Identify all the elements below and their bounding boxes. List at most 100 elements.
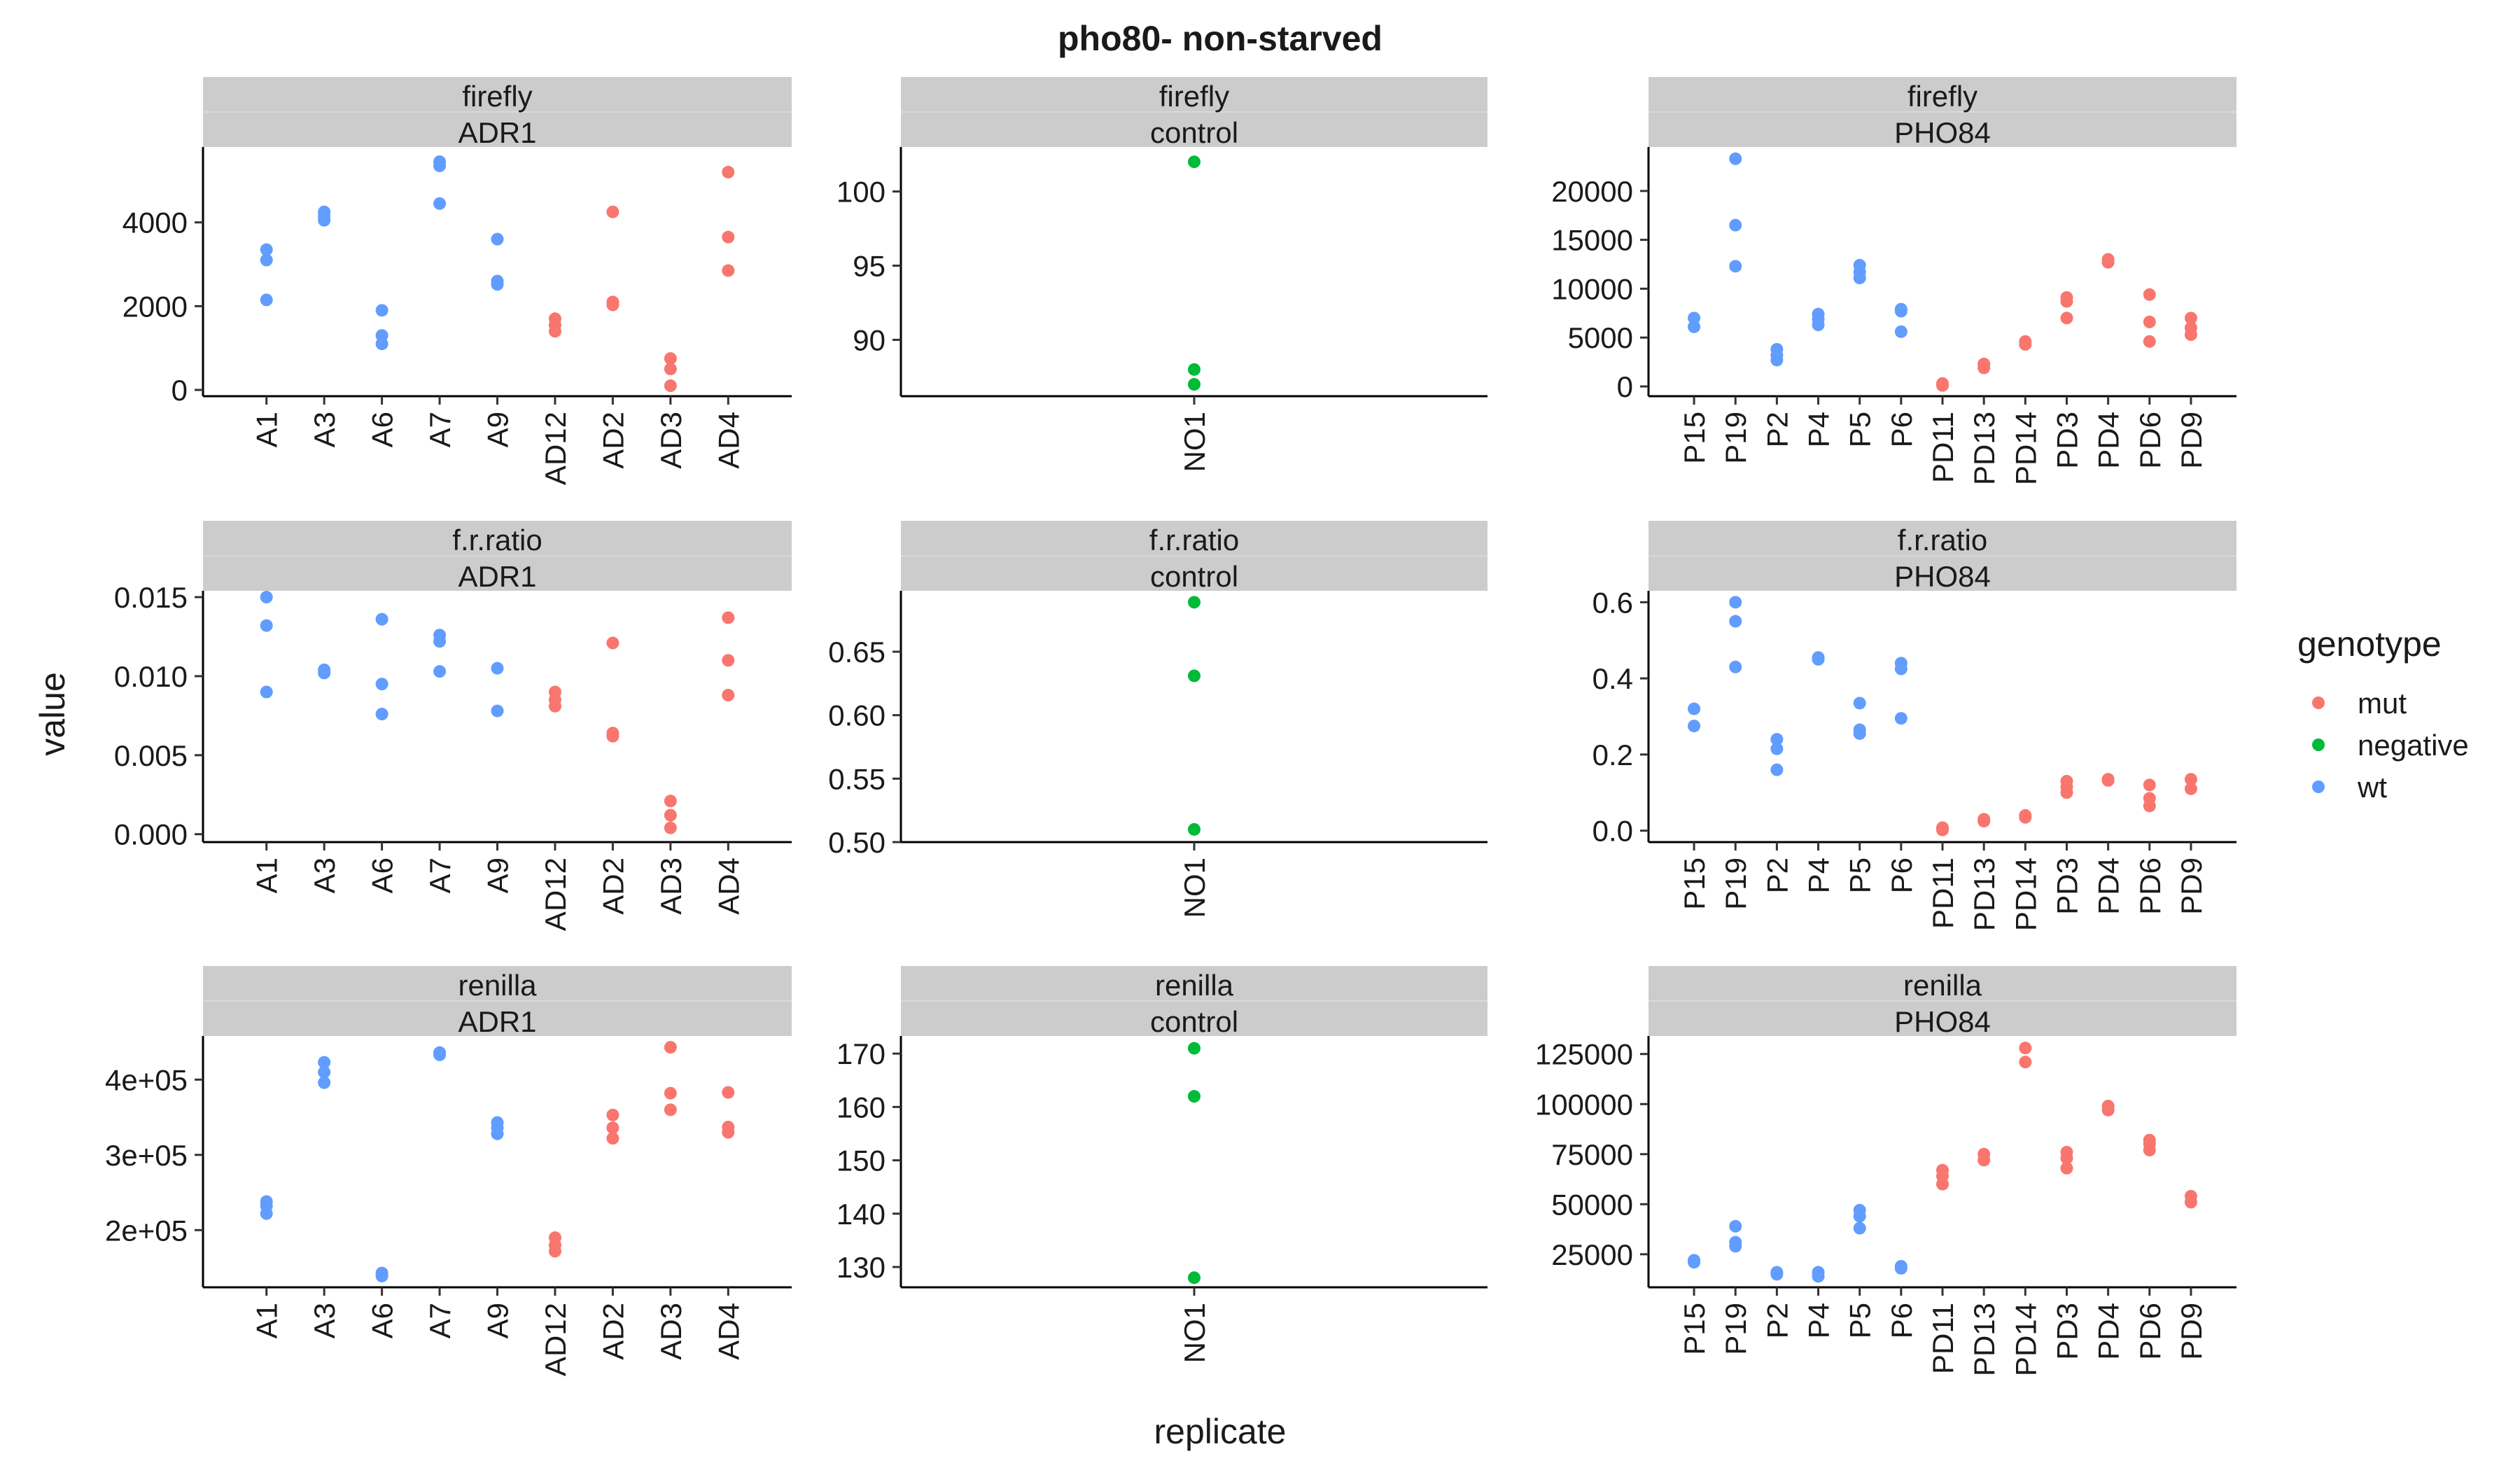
data-point	[433, 159, 447, 172]
x-tick-label: PD13	[1968, 858, 2001, 931]
y-tick-label: 170	[836, 1037, 886, 1070]
data-point	[1729, 615, 1742, 628]
x-tick-label: AD3	[654, 858, 687, 915]
y-tick-label: 0.4	[1592, 662, 1633, 695]
x-tick-label: PD4	[2092, 858, 2125, 915]
y-tick-label: 0.65	[828, 636, 886, 668]
facet-strip-top-label: f.r.ratio	[452, 524, 542, 556]
data-point	[2019, 338, 2032, 351]
data-point	[260, 591, 273, 604]
facet-panel: f.r.ratio PHO84 0.0 0.2 0.4 0.6 P15 P19 P2 P4 P5 P6…	[1592, 521, 2236, 931]
x-tick-label: P4	[1802, 858, 1835, 893]
x-tick-label: P4	[1802, 412, 1835, 447]
y-tick-label: 100000	[1535, 1088, 1633, 1121]
facet-strip-top-label: f.r.ratio	[1898, 524, 1987, 556]
series-wt	[260, 1046, 504, 1282]
facet-strip-bottom-label: control	[1150, 560, 1238, 593]
y-tick-label: 125000	[1535, 1038, 1633, 1071]
x-tick-label: P5	[1844, 412, 1877, 447]
y-tick-label: 0.2	[1592, 738, 1633, 771]
x-tick-label: A1	[251, 858, 284, 893]
data-point	[2143, 778, 2156, 792]
series-mut	[1936, 1042, 2197, 1209]
data-point	[1853, 727, 1866, 740]
x-tick-label: P19	[1719, 412, 1752, 464]
data-point	[1688, 312, 1701, 325]
legend-item: mut	[2312, 687, 2407, 720]
data-point	[1977, 361, 1991, 374]
data-point	[260, 253, 273, 267]
facet-strip-top-label: firefly	[462, 80, 532, 113]
y-tick-label: 0.60	[828, 699, 886, 732]
data-point	[2060, 1152, 2073, 1165]
x-tick-label: A6	[366, 1303, 399, 1338]
series-wt	[1688, 596, 1907, 776]
data-point	[2143, 799, 2156, 813]
y-tick-label: 90	[853, 323, 886, 356]
data-point	[2101, 774, 2115, 787]
data-point	[1188, 378, 1200, 391]
data-point	[664, 808, 677, 822]
x-tick-label: PD6	[2134, 412, 2166, 469]
x-tick-label: A3	[308, 1303, 341, 1338]
x-tick-label: PD13	[1968, 1303, 2001, 1376]
x-tick-label: AD12	[539, 412, 572, 485]
data-point	[1936, 379, 1949, 392]
x-tick-label: AD3	[654, 1303, 687, 1360]
data-point	[664, 363, 677, 376]
x-tick-label: PD9	[2175, 412, 2208, 469]
data-point	[260, 1207, 273, 1220]
data-point	[2184, 782, 2197, 795]
x-tick-label: A7	[424, 858, 456, 893]
y-axis-label: value	[33, 672, 72, 756]
facet-strip-bottom-label: PHO84	[1894, 1005, 1991, 1038]
x-tick-label: A3	[308, 412, 341, 447]
x-tick-label: PD11	[1926, 412, 1959, 483]
data-point	[606, 636, 620, 650]
y-tick-label: 5000	[1568, 321, 1633, 354]
x-axis-label: replicate	[1154, 1412, 1287, 1451]
data-point	[2143, 1144, 2156, 1157]
data-point	[318, 1056, 331, 1069]
data-point	[1770, 733, 1784, 746]
y-tick-label: 50000	[1551, 1188, 1633, 1221]
y-tick-label: 0.010	[114, 660, 188, 693]
y-tick-label: 0.000	[114, 818, 188, 851]
data-point	[491, 1127, 504, 1140]
x-tick-label: P2	[1760, 1303, 1793, 1338]
data-point	[2060, 312, 2073, 325]
x-tick-label: A1	[251, 412, 284, 447]
data-point	[1729, 596, 1742, 609]
series-wt	[1688, 1203, 1907, 1283]
series-mut	[548, 1041, 735, 1258]
y-tick-label: 0	[1617, 370, 1633, 403]
data-point	[664, 379, 677, 393]
y-tick-label: 0.55	[828, 762, 886, 795]
y-tick-label: 2000	[122, 290, 188, 323]
data-point	[1188, 1042, 1200, 1055]
data-point	[1729, 660, 1742, 673]
data-point	[260, 619, 273, 632]
x-tick-label: PD11	[1926, 1303, 1959, 1374]
data-point	[1188, 596, 1200, 609]
x-tick-label: PD14	[2009, 412, 2042, 485]
data-point	[664, 1041, 677, 1054]
data-point	[1188, 822, 1200, 836]
y-tick-label: 0.005	[114, 739, 188, 772]
data-point	[606, 205, 620, 218]
y-tick-label: 15000	[1551, 224, 1633, 257]
legend-key	[2312, 780, 2325, 793]
x-tick-label: P15	[1678, 858, 1711, 910]
legend-title: genotype	[2297, 624, 2442, 664]
x-tick-label: A6	[366, 858, 399, 893]
x-tick-label: PD9	[2175, 1303, 2208, 1360]
x-tick-label: P19	[1719, 1303, 1752, 1355]
data-point	[722, 264, 735, 277]
data-point	[491, 278, 504, 291]
x-tick-label: P2	[1760, 858, 1793, 893]
data-point	[1894, 325, 1907, 338]
x-tick-label: NO1	[1178, 1303, 1211, 1363]
